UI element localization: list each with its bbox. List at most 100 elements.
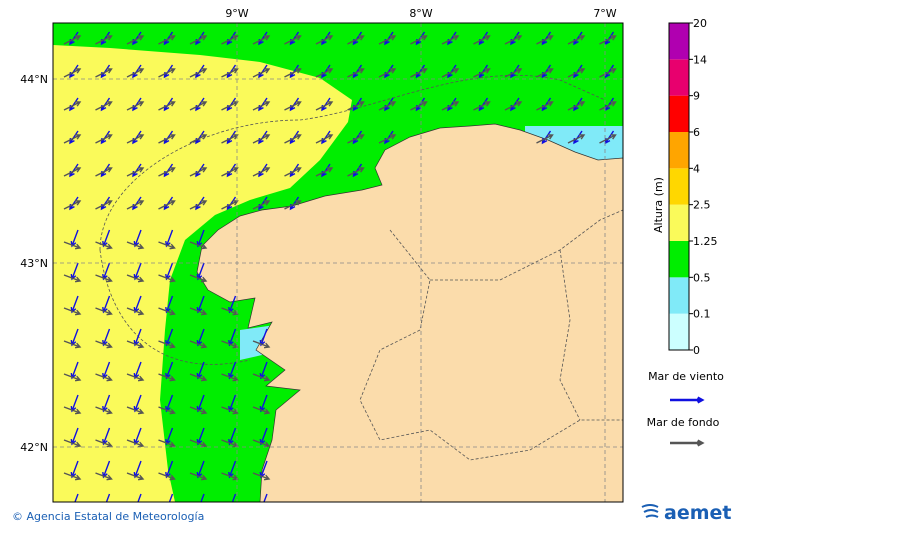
arrow <box>189 472 208 481</box>
colorbar-frame <box>668 22 690 351</box>
arrow <box>189 241 208 250</box>
arrow <box>441 68 460 78</box>
arrow <box>126 241 145 250</box>
arrow <box>221 200 239 210</box>
zone-border <box>99 74 606 251</box>
arrow <box>133 394 142 413</box>
arrow <box>252 200 271 210</box>
arrow <box>165 394 174 413</box>
arrow <box>504 35 523 45</box>
arrow <box>378 35 397 45</box>
arrow <box>63 274 82 283</box>
arrow <box>63 200 82 210</box>
arrow <box>158 134 176 144</box>
arrow <box>189 340 208 349</box>
colorbar-label: 0 <box>693 344 700 357</box>
arrow <box>200 493 205 502</box>
arrow <box>158 274 176 283</box>
arrow <box>252 472 271 481</box>
arrow <box>158 167 176 177</box>
arrow <box>221 307 239 316</box>
arrow <box>158 472 176 481</box>
map <box>53 23 623 513</box>
lon-label: 7°W <box>593 7 616 20</box>
arrow <box>168 493 174 502</box>
arrow <box>165 295 174 314</box>
arrow <box>189 373 208 382</box>
arrow <box>133 262 142 281</box>
arrow <box>70 427 79 446</box>
arrow <box>536 101 554 111</box>
arrow <box>252 439 271 448</box>
lon-label: 8°W <box>409 7 432 20</box>
arrow <box>189 439 208 448</box>
arrow <box>347 68 365 78</box>
arrow <box>63 406 82 415</box>
arrow <box>221 68 239 78</box>
footer-credit: © Agencia Estatal de Meteorología <box>12 510 204 523</box>
arrow <box>70 394 79 413</box>
arrow <box>252 373 271 382</box>
arrow <box>126 307 145 316</box>
arrow <box>70 361 79 380</box>
arrow <box>95 68 113 78</box>
arrow <box>253 506 269 513</box>
arrow <box>228 361 237 380</box>
arrow <box>228 328 237 347</box>
arrow <box>133 328 142 347</box>
arrow <box>378 101 397 111</box>
arrow <box>284 167 302 177</box>
arrow <box>196 262 205 281</box>
arrow <box>670 439 705 447</box>
colorbar-band <box>669 168 689 205</box>
arrow <box>599 68 617 78</box>
arrow <box>158 340 176 349</box>
arrow <box>165 427 174 446</box>
arrow <box>315 35 334 45</box>
arrow <box>228 394 237 413</box>
arrow <box>189 406 208 415</box>
arrow <box>102 262 111 281</box>
arrow <box>567 35 586 45</box>
arrow <box>347 134 365 144</box>
arrow <box>126 68 145 78</box>
colorbar-title: Altura (m) <box>652 177 665 233</box>
arrow <box>228 295 237 314</box>
arrow <box>536 134 554 144</box>
logo-text: aemet <box>664 502 731 524</box>
arrow <box>284 68 302 78</box>
arrow <box>102 361 111 380</box>
arrow <box>567 134 586 144</box>
arrow <box>70 229 79 248</box>
arrow <box>63 241 82 250</box>
arrow <box>126 274 145 283</box>
arrow <box>63 373 82 382</box>
arrow <box>102 394 111 413</box>
arrow <box>70 328 79 347</box>
arrow <box>473 35 491 45</box>
arrow <box>126 439 145 448</box>
arrow <box>158 307 176 316</box>
arrow <box>315 167 334 177</box>
arrow <box>189 134 208 144</box>
arrow <box>102 427 111 446</box>
colorbar-band <box>669 23 689 60</box>
colorbar-band <box>669 313 689 350</box>
arrow <box>252 68 271 78</box>
lon-label: 9°W <box>225 7 248 20</box>
arrow <box>95 340 113 349</box>
arrow <box>252 35 271 45</box>
arrow <box>126 472 145 481</box>
arrow <box>196 328 205 347</box>
arrow <box>165 262 174 281</box>
arrow <box>95 274 113 283</box>
arrow <box>102 229 111 248</box>
arrow <box>63 68 82 78</box>
arrow <box>221 134 239 144</box>
colorbar-label: 6 <box>693 126 700 139</box>
arrow <box>221 373 239 382</box>
arrow <box>196 361 205 380</box>
arrow <box>95 134 113 144</box>
arrow <box>315 134 334 144</box>
arrow <box>378 68 397 78</box>
